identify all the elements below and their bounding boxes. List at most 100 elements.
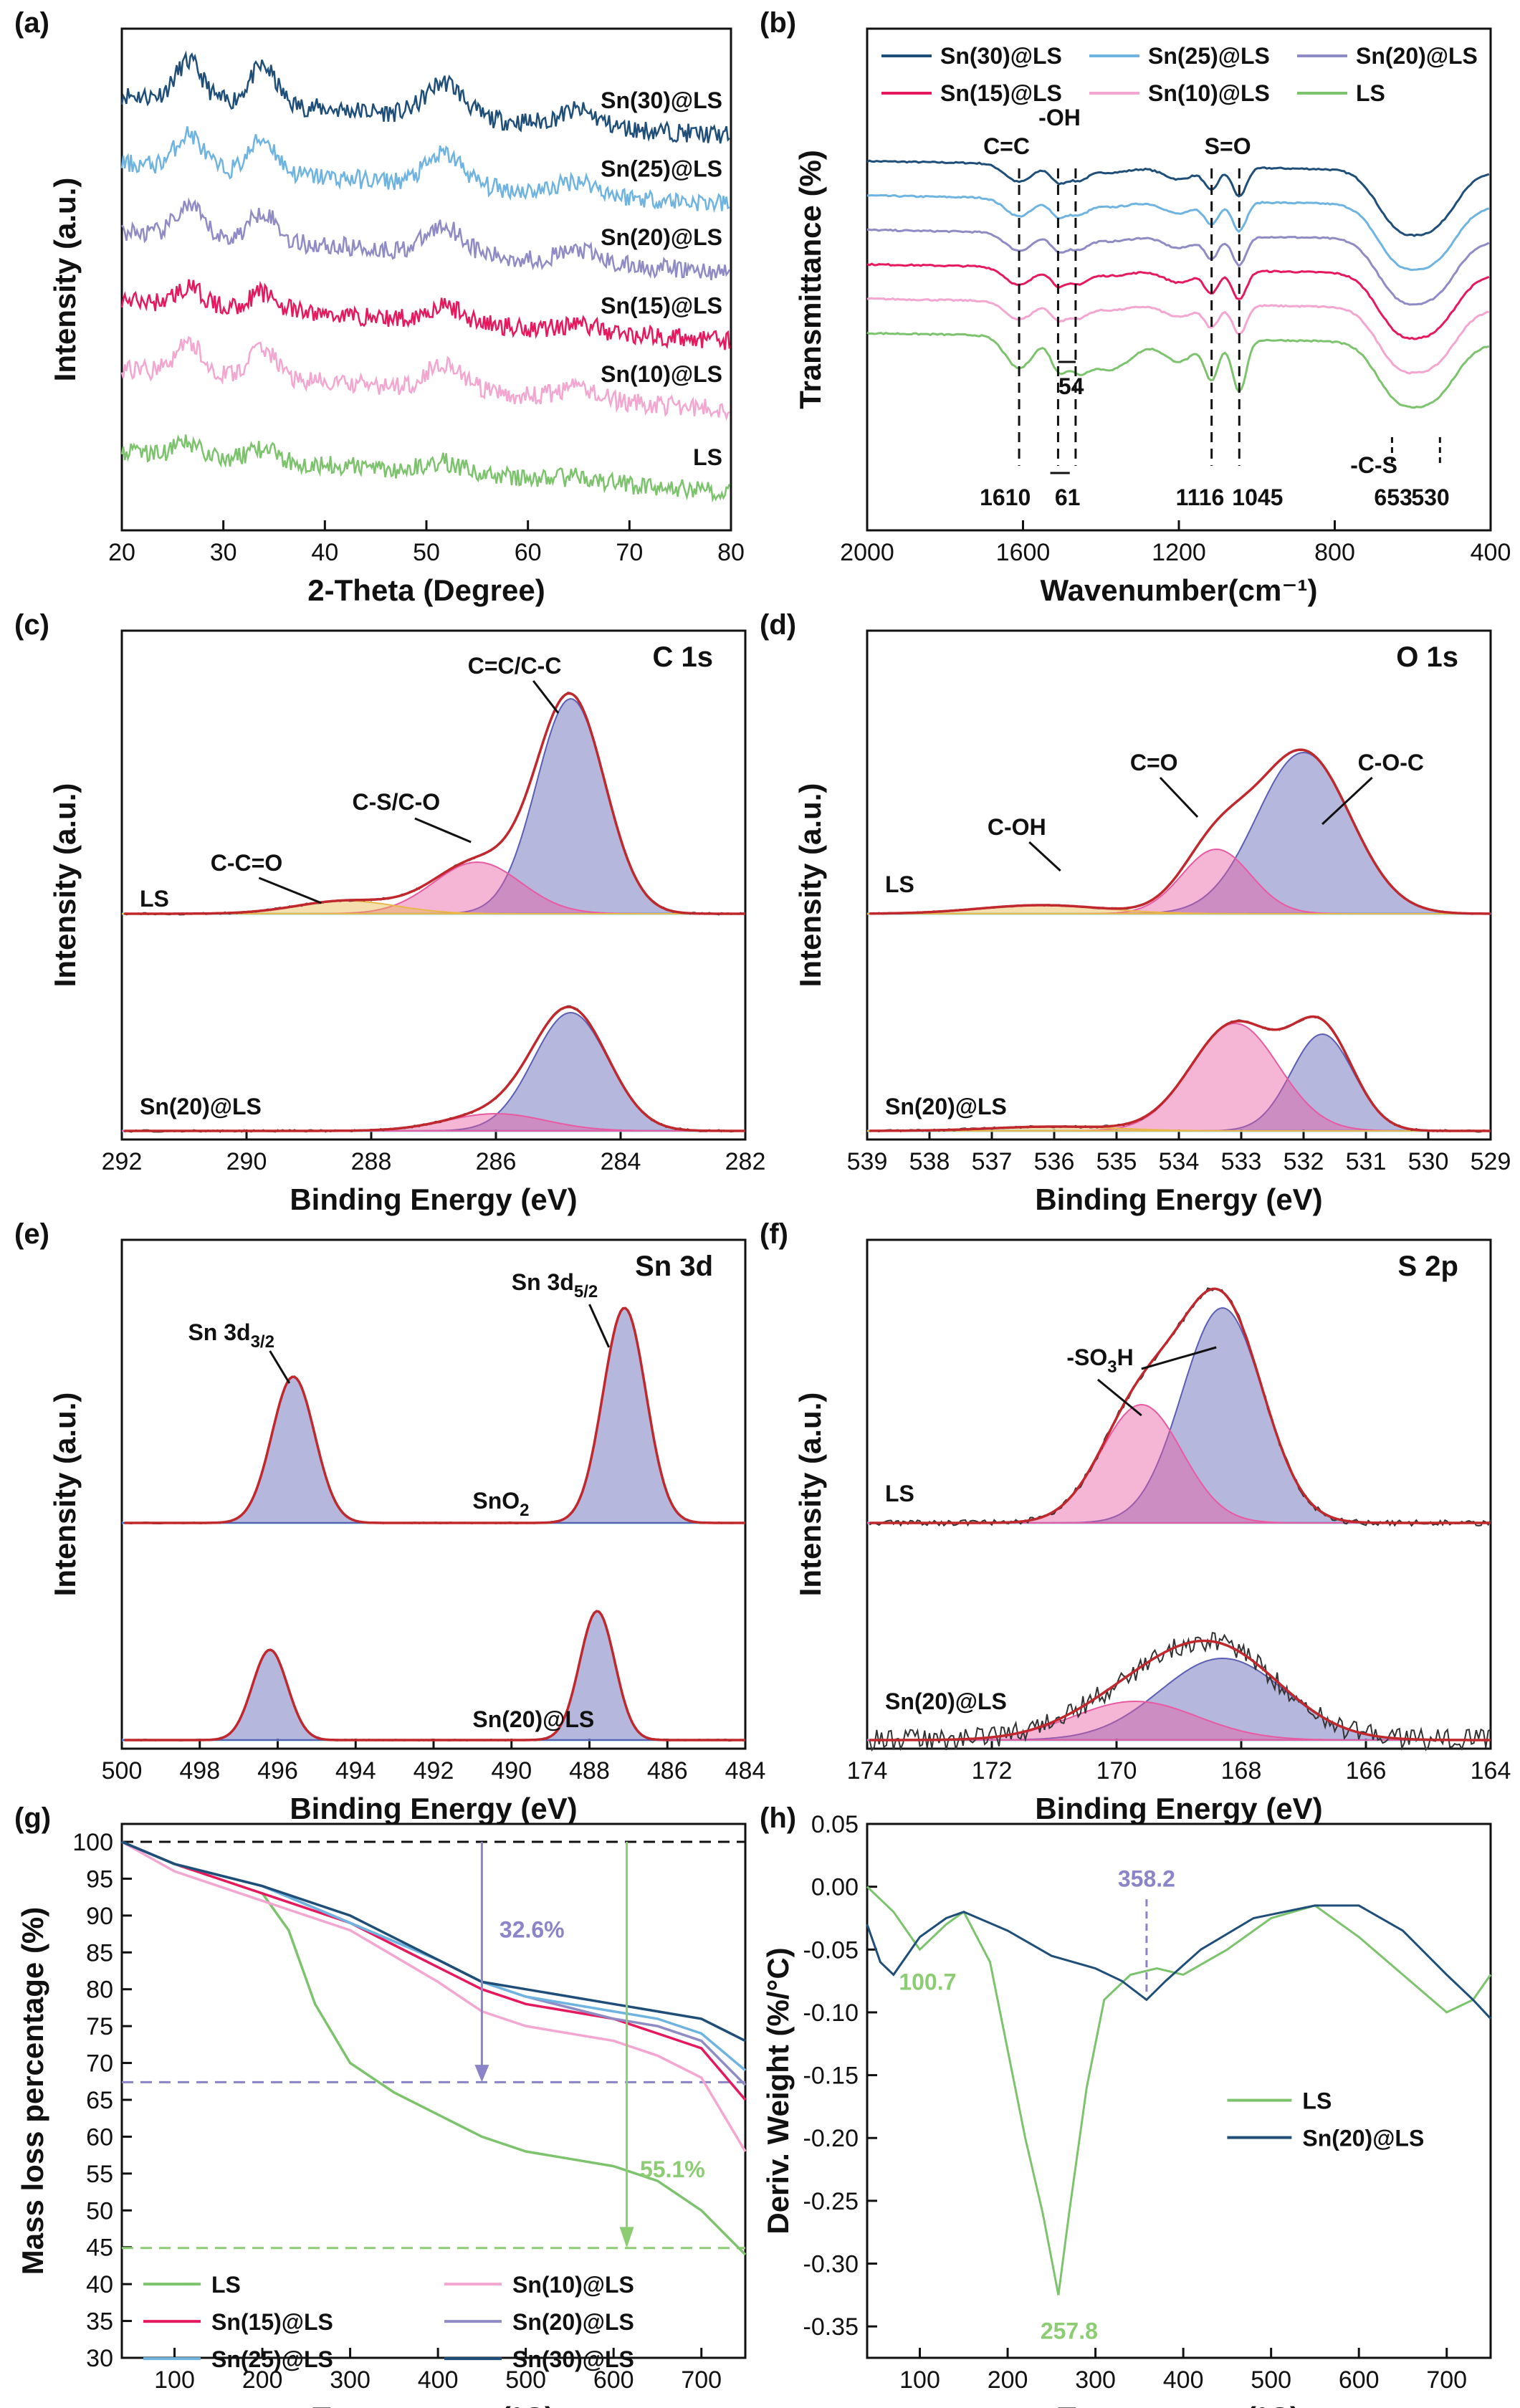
panel-g: (g) Temperature (°C) Mass loss percentage …	[14, 1802, 747, 2408]
tga-series	[121, 1840, 747, 2101]
peak-label-3d52-main: Sn 3d	[512, 1269, 574, 1295]
fit-envelope	[124, 1610, 745, 1742]
x-tick-label: 164	[1471, 1757, 1511, 1784]
x-tick-label: 486	[647, 1757, 688, 1784]
y-tick-label: 100	[72, 1829, 113, 1856]
x-tick-label: 530	[1408, 1148, 1449, 1175]
series-label: Sn(10)@LS	[601, 361, 722, 387]
y-axis-label: Intensity (a.u.)	[48, 178, 82, 382]
fit-envelope	[124, 1306, 745, 1524]
sample-label-top: SnO2	[472, 1488, 529, 1520]
x-tick-label: 531	[1346, 1148, 1387, 1175]
sample-label-top-sub: 2	[520, 1501, 529, 1520]
y-tick-label: 55	[86, 2161, 113, 2188]
arrow-line	[588, 1304, 611, 1348]
x-tick-label: 80	[717, 539, 745, 566]
annotation-530: 530	[1411, 484, 1449, 510]
peak-label-3d52-sub: 5/2	[574, 1282, 598, 1301]
x-tick-label: 70	[616, 539, 643, 566]
x-tick-label: 537	[972, 1148, 1013, 1175]
panel-label: (h)	[760, 1802, 796, 1834]
fit-envelope	[869, 1639, 1491, 1742]
x-tick-label: 172	[972, 1757, 1013, 1784]
panel-label: (c)	[14, 609, 49, 641]
x-tick-label: 2000	[840, 539, 894, 566]
legend-label: LS	[1356, 80, 1385, 106]
x-tick-label: 286	[476, 1148, 517, 1175]
legend-label: LS	[211, 2272, 241, 2298]
legend-label: Sn(20)@LS	[1302, 2126, 1424, 2151]
panel-label: (d)	[760, 609, 796, 641]
peak-label-so3h-main: -SO	[1066, 1344, 1107, 1370]
x-tick-label: 168	[1221, 1757, 1262, 1784]
legend-label: Sn(30)@LS	[940, 43, 1062, 69]
loss-label-sn: 32.6%	[500, 1917, 565, 1943]
x-tick-label: 600	[593, 2366, 634, 2394]
sample-label-top-main: SnO	[472, 1488, 520, 1514]
sample-label-bottom: Sn(20)@LS	[885, 1094, 1007, 1119]
ftir-series	[867, 228, 1490, 306]
x-tick-label: 100	[899, 2366, 940, 2394]
y-tick-label: -0.10	[803, 2000, 859, 2027]
legend-label: Sn(15)@LS	[940, 80, 1062, 106]
legend-label: Sn(25)@LS	[211, 2346, 333, 2372]
ftir-series	[866, 159, 1490, 237]
legend-label: Sn(10)@LS	[1148, 80, 1270, 106]
sample-label-bottom: Sn(20)@LS	[885, 1688, 1007, 1714]
ftir-series	[866, 297, 1489, 375]
sample-label-top: LS	[885, 871, 914, 897]
y-tick-label: 30	[86, 2345, 113, 2372]
peak-label-3d32-main: Sn 3d	[188, 1319, 250, 1345]
y-axis-label: Intensity (a.u.)	[793, 1392, 827, 1597]
plot-frame	[120, 1822, 747, 2359]
annotation-1045: 1045	[1232, 484, 1283, 510]
loss-arrowhead-ls	[619, 2227, 634, 2248]
arrow-line	[1096, 1378, 1142, 1417]
y-tick-label: 65	[86, 2087, 113, 2114]
y-axis-label: Transmittance (%)	[793, 150, 827, 409]
x-tick-label: 496	[257, 1757, 298, 1784]
x-tick-label: 600	[1339, 2366, 1380, 2394]
y-tick-label: 0.05	[811, 1811, 859, 1838]
y-tick-label: 60	[86, 2123, 113, 2151]
peak-label-cco: C-C=O	[211, 850, 282, 876]
spectrum-title: Sn 3d	[635, 1251, 713, 1282]
x-tick-label: 300	[330, 2366, 371, 2394]
spectrum-title: C 1s	[653, 641, 714, 673]
y-tick-label: 70	[86, 2050, 113, 2078]
peak-label-so3h-end: H	[1117, 1344, 1134, 1370]
x-axis-label: Temperature (°C)	[312, 2401, 555, 2408]
fit-envelope	[869, 748, 1491, 915]
y-tick-label: 35	[86, 2308, 113, 2336]
peak-label-cs: C-S/C-O	[352, 789, 440, 815]
tga-series	[121, 1840, 747, 2256]
x-tick-label: 534	[1159, 1148, 1200, 1175]
xrd-series	[120, 50, 730, 144]
x-tick-label: 284	[601, 1148, 641, 1175]
y-tick-label: 75	[86, 2013, 113, 2040]
fit-envelope	[124, 692, 745, 915]
legend-label: Sn(20)@LS	[512, 2309, 634, 2335]
ftir-series	[866, 194, 1490, 272]
ftir-series	[866, 331, 1490, 409]
annotation-653: 653	[1374, 484, 1412, 510]
peak-label-3d52: Sn 3d5/2	[512, 1269, 598, 1301]
annotation-cc: C=C	[983, 133, 1030, 159]
x-axis-label: Temperature (°C)	[1058, 2401, 1300, 2408]
xrd-series	[120, 126, 730, 214]
x-axis-label: Binding Energy (eV)	[1035, 1182, 1322, 1216]
peak-label-cc: C=C/C-C	[468, 653, 562, 679]
x-tick-label: 500	[102, 1757, 143, 1784]
sample-label-top: LS	[140, 886, 169, 912]
annotation-1610: 1610	[980, 484, 1031, 510]
x-tick-label: 1200	[1152, 539, 1206, 566]
x-tick-label: 535	[1096, 1148, 1137, 1175]
x-tick-label: 700	[1426, 2366, 1467, 2394]
x-axis-label: Binding Energy (eV)	[290, 1182, 577, 1216]
x-tick-label: 539	[847, 1148, 888, 1175]
x-tick-label: 700	[681, 2366, 722, 2394]
y-tick-label: -0.20	[803, 2125, 859, 2152]
plot-frame	[866, 1238, 1492, 1750]
y-tick-label: 40	[86, 2271, 113, 2298]
x-tick-label: 492	[414, 1757, 454, 1784]
